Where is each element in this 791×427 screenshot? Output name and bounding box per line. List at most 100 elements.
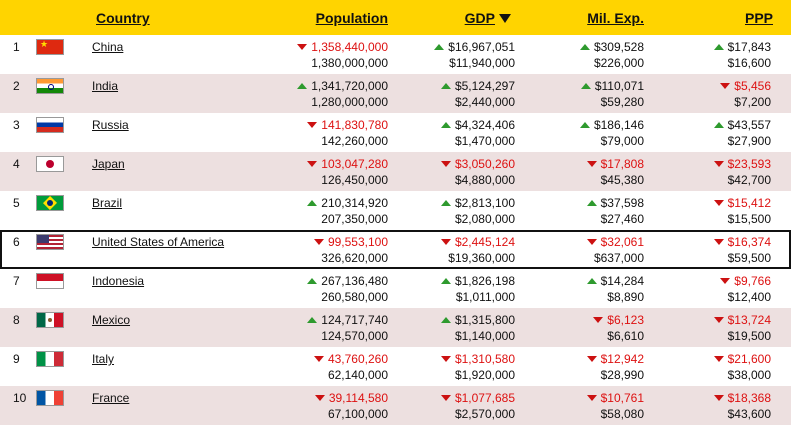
population-actual: 326,620,000 xyxy=(321,251,388,265)
mil-exp-actual: $8,890 xyxy=(607,290,644,304)
country-link[interactable]: United States of America xyxy=(92,235,225,249)
table-row[interactable]: 2 India 1,341,720,000 1,280,000,000 $5,1… xyxy=(0,74,791,113)
ppp-estimate-value: $21,600 xyxy=(727,352,771,366)
mil-exp-estimate: $10,761 xyxy=(586,391,644,405)
gdp-estimate-value: $16,967,051 xyxy=(448,40,515,54)
gdp-estimate: $1,315,800 xyxy=(440,313,515,327)
ppp-actual: $15,500 xyxy=(727,212,771,226)
population-actual: 62,140,000 xyxy=(327,368,388,382)
population-estimate-value: 210,314,920 xyxy=(321,196,388,210)
gdp-actual: $1,920,000 xyxy=(454,368,515,382)
population-estimate-value: 1,358,440,000 xyxy=(311,40,388,54)
country-link[interactable]: Brazil xyxy=(92,196,123,210)
trend-down-icon xyxy=(713,316,724,323)
column-header-ppp[interactable]: PPP xyxy=(744,10,773,26)
mil-exp-estimate-value: $37,598 xyxy=(600,196,644,210)
trend-down-icon xyxy=(713,394,724,401)
column-header-country[interactable]: Country xyxy=(96,10,150,26)
mil-exp-actual: $6,610 xyxy=(607,329,644,343)
mil-exp-estimate: $32,061 xyxy=(586,235,644,249)
rank: 6 xyxy=(13,235,20,249)
trend-down-icon xyxy=(440,355,451,362)
mil-exp-estimate: $110,071 xyxy=(580,79,644,93)
population-estimate: 99,553,100 xyxy=(313,235,388,249)
gdp-estimate-value: $3,050,260 xyxy=(454,157,515,171)
trend-down-icon xyxy=(586,160,597,167)
population-estimate-value: 141,830,780 xyxy=(321,118,388,132)
mil-exp-estimate-value: $309,528 xyxy=(593,40,644,54)
country-link[interactable]: Italy xyxy=(92,352,115,366)
ppp-estimate: $43,557 xyxy=(713,118,771,132)
ppp-estimate-value: $23,593 xyxy=(727,157,771,171)
gdp-actual: $4,880,000 xyxy=(454,173,515,187)
trend-down-icon xyxy=(297,43,308,50)
table-row[interactable]: 10 France 39,114,580 67,100,000 $1,077,6… xyxy=(0,386,791,425)
china-flag-icon xyxy=(36,39,64,55)
rank: 2 xyxy=(13,79,20,93)
sort-descending-icon[interactable] xyxy=(499,13,511,23)
table-row-selected[interactable]: 6 United States of America 99,553,100 32… xyxy=(0,230,791,269)
gdp-actual: $2,080,000 xyxy=(454,212,515,226)
table-row[interactable]: 3 Russia 141,830,780 142,260,000 $4,324,… xyxy=(0,113,791,152)
table-header: Country Population GDP Mil. Exp. PPP xyxy=(0,0,791,35)
mil-exp-actual: $79,000 xyxy=(600,134,644,148)
ppp-estimate: $23,593 xyxy=(713,157,771,171)
population-estimate: 1,358,440,000 xyxy=(297,40,388,54)
population-actual: 126,450,000 xyxy=(321,173,388,187)
trend-down-icon xyxy=(313,238,324,245)
column-header-gdp[interactable]: GDP xyxy=(465,10,511,26)
country-link[interactable]: France xyxy=(92,391,130,405)
rank: 5 xyxy=(13,196,20,210)
trend-down-icon xyxy=(307,121,318,128)
trend-up-icon xyxy=(440,199,451,206)
table-row[interactable]: 5 Brazil 210,314,920 207,350,000 $2,813,… xyxy=(0,191,791,230)
population-estimate-value: 1,341,720,000 xyxy=(311,79,388,93)
mil-exp-actual: $28,990 xyxy=(600,368,644,382)
trend-down-icon xyxy=(713,238,724,245)
table-row[interactable]: 1 China 1,358,440,000 1,380,000,000 $16,… xyxy=(0,35,791,74)
mil-exp-estimate: $12,942 xyxy=(586,352,644,366)
japan-flag-icon xyxy=(36,156,64,172)
gdp-estimate-value: $5,124,297 xyxy=(454,79,515,93)
gdp-actual: $1,470,000 xyxy=(454,134,515,148)
country-link[interactable]: Russia xyxy=(92,118,129,132)
mil-exp-estimate: $37,598 xyxy=(586,196,644,210)
gdp-estimate-value: $2,813,100 xyxy=(454,196,515,210)
table-row[interactable]: 4 Japan 103,047,280 126,450,000 $3,050,2… xyxy=(0,152,791,191)
mil-exp-estimate: $186,146 xyxy=(579,118,644,132)
mil-exp-actual: $27,460 xyxy=(600,212,644,226)
trend-up-icon xyxy=(579,121,590,128)
mil-exp-estimate-value: $14,284 xyxy=(600,274,644,288)
table-row[interactable]: 9 Italy 43,760,260 62,140,000 $1,310,580… xyxy=(0,347,791,386)
country-link[interactable]: Mexico xyxy=(92,313,131,327)
table-row[interactable]: 7 Indonesia 267,136,480 260,580,000 $1,8… xyxy=(0,269,791,308)
table-row[interactable]: 8 Mexico 124,717,740 124,570,000 $1,315,… xyxy=(0,308,791,347)
india-flag-icon xyxy=(36,78,64,94)
gdp-estimate-value: $1,310,580 xyxy=(454,352,515,366)
column-header-population[interactable]: Population xyxy=(315,10,388,26)
ppp-actual: $42,700 xyxy=(727,173,771,187)
country-link[interactable]: India xyxy=(92,79,119,93)
ppp-actual: $59,500 xyxy=(727,251,771,265)
ppp-actual: $12,400 xyxy=(727,290,771,304)
trend-up-icon xyxy=(307,277,318,284)
country-link[interactable]: China xyxy=(92,40,124,54)
gdp-estimate: $1,077,685 xyxy=(440,391,515,405)
gdp-estimate: $2,813,100 xyxy=(440,196,515,210)
indonesia-flag-icon xyxy=(36,273,64,289)
ppp-estimate: $9,766 xyxy=(720,274,771,288)
ppp-estimate: $18,368 xyxy=(713,391,771,405)
gdp-estimate-value: $1,077,685 xyxy=(454,391,515,405)
table-body: 1 China 1,358,440,000 1,380,000,000 $16,… xyxy=(0,35,791,425)
column-header-gdp-label[interactable]: GDP xyxy=(464,10,495,26)
country-link[interactable]: Indonesia xyxy=(92,274,145,288)
rank: 7 xyxy=(13,274,20,288)
mil-exp-estimate: $6,123 xyxy=(593,313,644,327)
gdp-estimate: $1,310,580 xyxy=(440,352,515,366)
gdp-estimate: $3,050,260 xyxy=(440,157,515,171)
trend-up-icon xyxy=(586,277,597,284)
country-link[interactable]: Japan xyxy=(92,157,125,171)
france-flag-icon xyxy=(36,390,64,406)
column-header-mil-exp[interactable]: Mil. Exp. xyxy=(587,10,644,26)
